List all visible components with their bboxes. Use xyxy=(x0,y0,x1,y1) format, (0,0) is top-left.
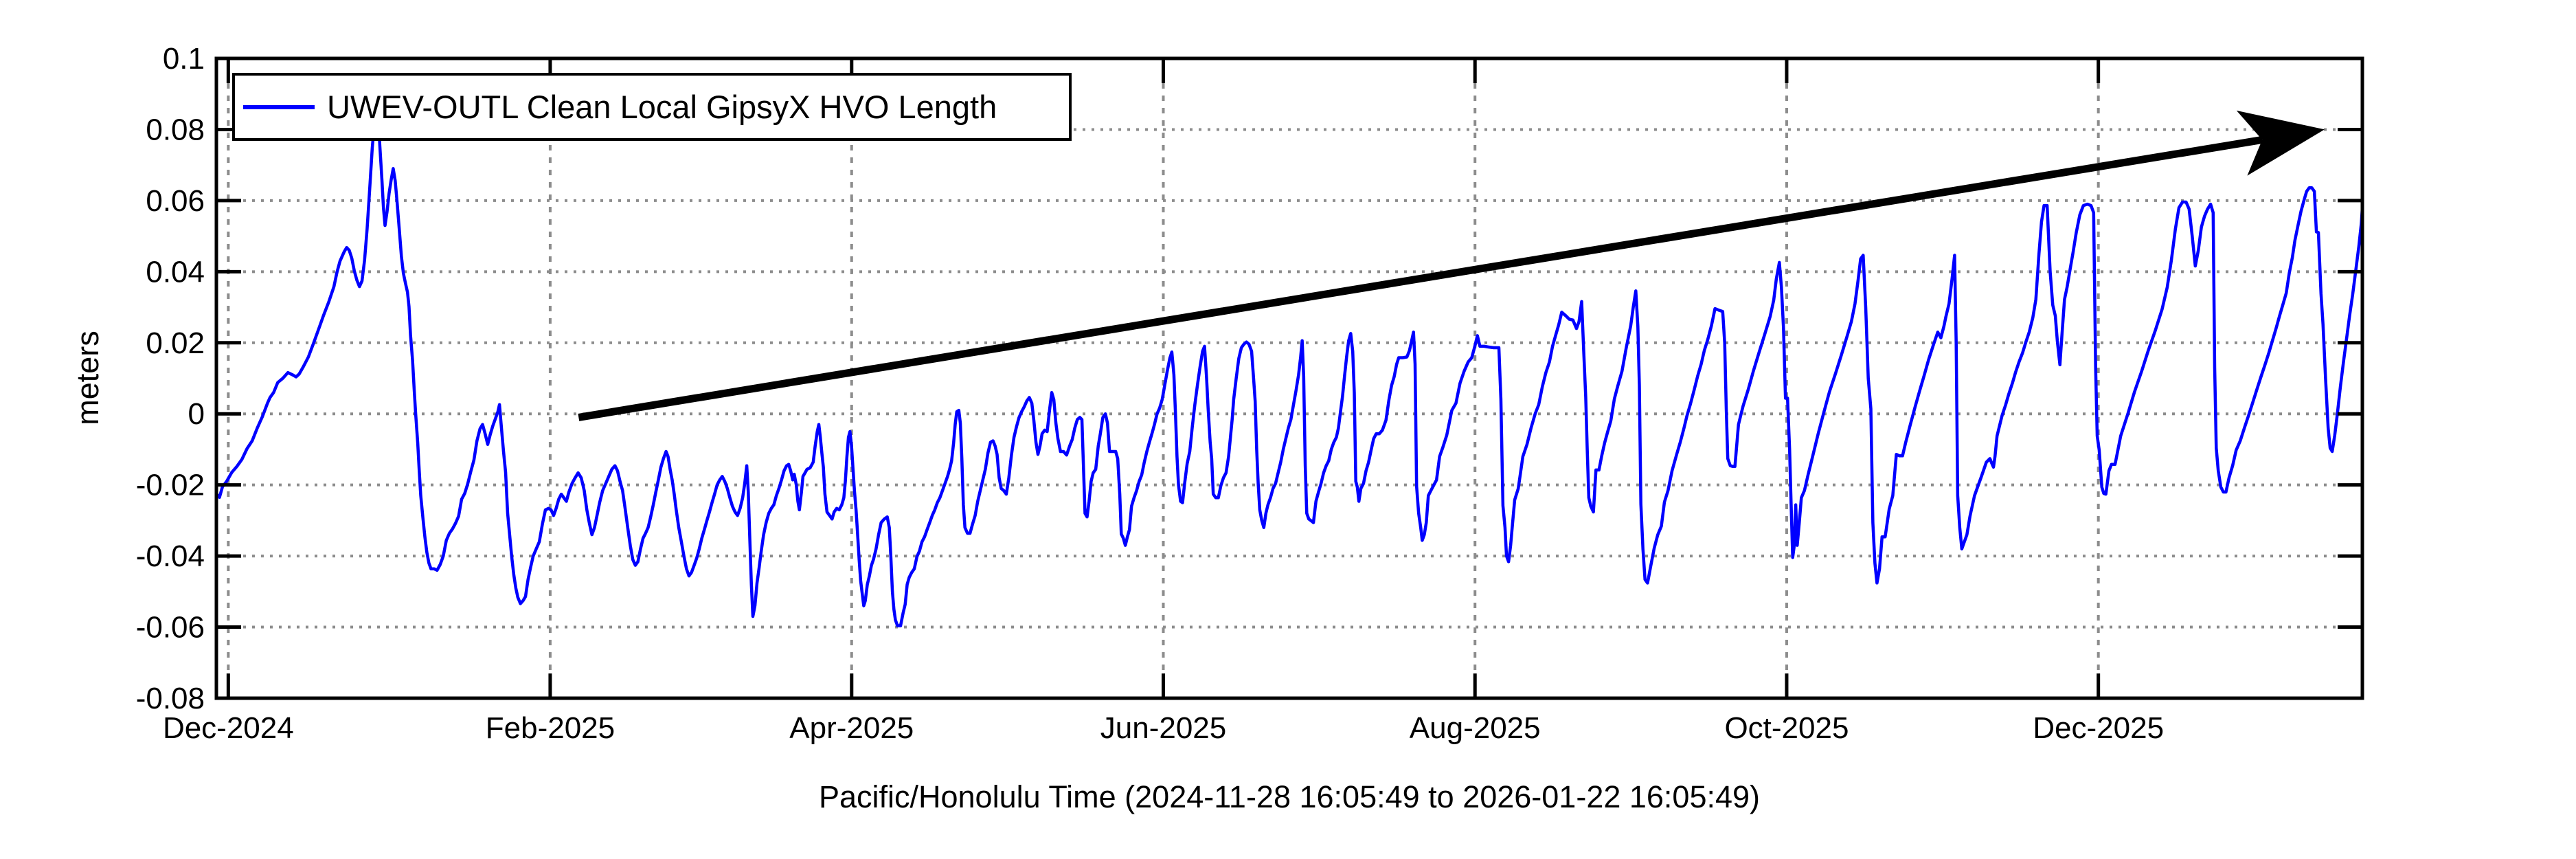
series-line xyxy=(215,100,2364,627)
legend-entry-label: UWEV-OUTL Clean Local GipsyX HVO Length xyxy=(327,89,997,125)
y-tick-label: 0.06 xyxy=(146,184,205,218)
y-tick-label: -0.02 xyxy=(136,469,205,502)
trend-arrow-shaft xyxy=(578,135,2263,421)
tick-label-layer: 0.1 0.08 0.06 0.04 0.02 0 -0.02 -0.04 -0.06 -0.08… xyxy=(136,42,2164,745)
y-tick-label: 0.04 xyxy=(146,255,205,289)
legend: UWEV-OUTL Clean Local GipsyX HVO Length xyxy=(232,73,1072,141)
annotation-layer xyxy=(578,110,2325,421)
x-tick-label: Jun-2025 xyxy=(1100,711,1226,745)
y-tick-label: -0.06 xyxy=(136,611,205,645)
x-tick-label: Dec-2025 xyxy=(2033,711,2164,745)
trend-arrow-head xyxy=(2236,110,2325,176)
y-tick-label: -0.04 xyxy=(136,539,205,573)
axes-box xyxy=(214,56,2364,700)
y-tick-label: 0.08 xyxy=(146,113,205,146)
x-tick-label: Feb-2025 xyxy=(486,711,615,745)
y-tick-label: -0.08 xyxy=(136,682,205,715)
series-layer xyxy=(215,100,2364,627)
y-tick-label: 0 xyxy=(188,397,205,431)
grid-layer xyxy=(216,58,2362,698)
x-tick-label: Dec-2024 xyxy=(163,711,294,745)
plot-area xyxy=(216,58,2362,698)
y-axis-label: meters xyxy=(70,331,105,425)
x-tick-label: Oct-2025 xyxy=(1724,711,1849,745)
x-axis-label: Pacific/Honolulu Time (2024-11-28 16:05:… xyxy=(819,779,1760,814)
y-tick-label: 0.1 xyxy=(163,42,205,76)
x-tick-label: Apr-2025 xyxy=(789,711,914,745)
x-tick-label: Aug-2025 xyxy=(1410,711,1541,745)
legend-box xyxy=(232,73,1072,141)
y-tick-label: 0.02 xyxy=(146,326,205,360)
